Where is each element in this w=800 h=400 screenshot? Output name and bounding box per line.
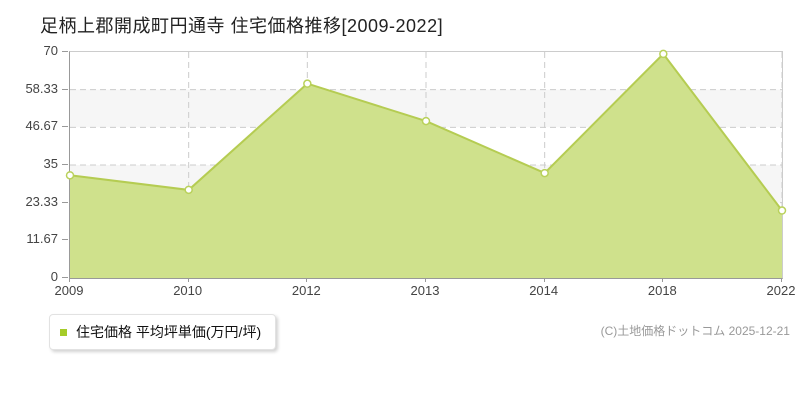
legend-label: 住宅価格 平均坪単価(万円/坪): [76, 324, 262, 340]
x-axis-tick-label: 2010: [173, 283, 203, 298]
y-axis-tick-label: 70: [43, 43, 58, 58]
data-point-marker: [303, 79, 312, 88]
x-axis-tick-label: 2022: [766, 283, 796, 298]
x-axis-tick: [306, 278, 308, 282]
chart-canvas: [65, 49, 787, 279]
x-axis-tick: [187, 278, 189, 282]
x-axis-tick-label: 2018: [647, 283, 677, 298]
x-axis-tick: [543, 278, 545, 282]
x-axis-tick: [69, 278, 70, 282]
x-axis-tick: [425, 278, 426, 282]
y-axis-tick-label: 0: [50, 269, 58, 284]
y-axis-tick-label: 46.67: [25, 118, 58, 134]
plot-area: [65, 49, 787, 279]
x-axis-tick: [662, 278, 664, 282]
y-axis-tick-label: 58.33: [25, 80, 58, 96]
chart-title: 足柄上郡開成町円通寺 住宅価格推移[2009-2022]: [40, 16, 444, 36]
legend-box: 住宅価格 平均坪単価(万円/坪): [49, 314, 277, 350]
x-axis-tick-label: 2013: [410, 283, 440, 298]
data-point-marker: [777, 206, 787, 215]
y-axis-tick: [62, 88, 68, 90]
y-axis-tick: [62, 201, 68, 203]
x-axis-tick-label: 2014: [529, 283, 559, 298]
y-axis-tick: [62, 51, 68, 52]
y-axis-tick: [62, 126, 68, 128]
y-axis-tick-label: 11.67: [26, 231, 58, 247]
y-axis-tick-label: 35: [43, 156, 58, 171]
area-fill: [70, 53, 782, 279]
data-point-marker: [184, 185, 193, 195]
data-point-marker: [659, 49, 668, 59]
y-axis-tick-label: 23.33: [25, 193, 58, 209]
x-axis-tick-label: 2012: [291, 283, 321, 298]
y-axis-tick: [62, 277, 68, 278]
x-axis-tick-label: 2009: [54, 283, 84, 298]
data-point-marker: [65, 171, 75, 180]
data-point-marker: [421, 116, 431, 126]
x-axis-tick: [781, 278, 782, 282]
y-axis-tick: [62, 239, 68, 241]
y-axis-tick: [62, 164, 68, 165]
data-point-marker: [540, 168, 549, 178]
legend-swatch-icon: [60, 328, 67, 336]
copyright-text: (C)土地価格ドットコム 2025-12-21: [600, 324, 790, 338]
